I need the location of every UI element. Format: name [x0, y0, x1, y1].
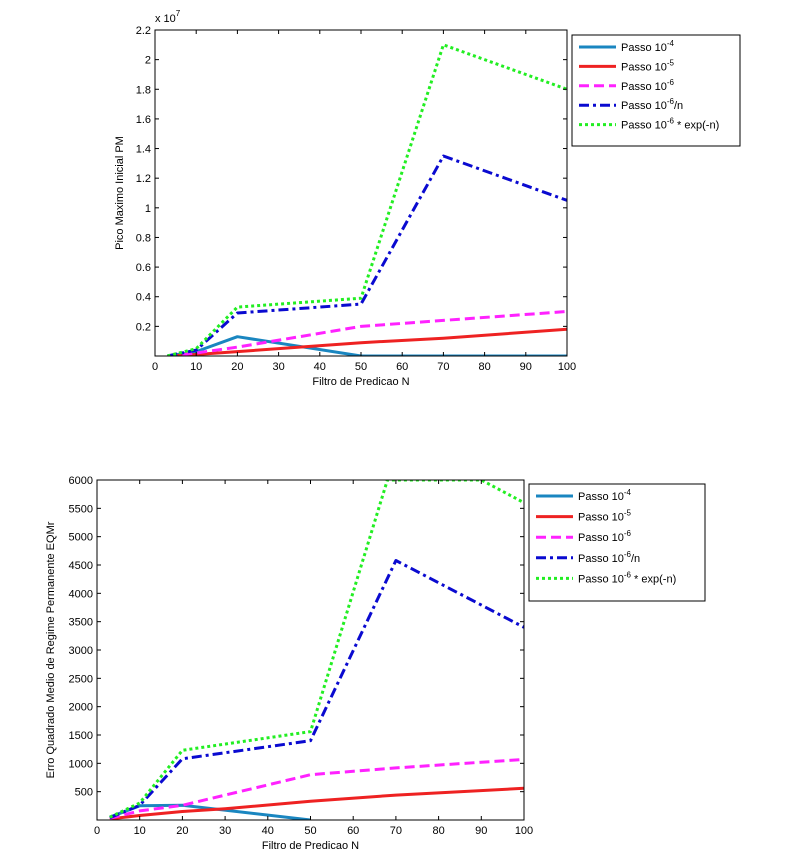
- y-tick-label: 0.2: [136, 321, 151, 333]
- series-group: [167, 43, 567, 356]
- y-tick-label: 5000: [69, 532, 93, 544]
- y-tick-label: 2500: [69, 673, 93, 685]
- series-group: [109, 480, 524, 820]
- y-tick-label: 1.6: [136, 114, 151, 126]
- y-tick-label: 1500: [69, 730, 93, 742]
- series-line-2: [167, 327, 567, 356]
- x-tick-label: 50: [355, 361, 367, 373]
- legend-box: [528, 483, 706, 602]
- chart-1: 0 10 20 30 40 50 60 70 80 90 100 0.2 0.4 0.6 0.8 1 1.2 1.…: [114, 9, 741, 388]
- x-tick-label: 40: [314, 361, 326, 373]
- x-tick-label: 0: [152, 361, 158, 373]
- series-line-3: [109, 757, 524, 820]
- x-tick-label: 50: [304, 825, 316, 837]
- legend-label-5: Passo 10-6 * exp(-n): [621, 117, 719, 132]
- x-tick-label: 70: [390, 825, 402, 837]
- series-line-2: [109, 786, 524, 820]
- plot-frame: [154, 29, 568, 357]
- legend: Passo 10-4 Passo 10-5 Passo 10-6 Passo 10-6…: [571, 34, 741, 147]
- x-tick-label: 100: [558, 361, 576, 373]
- y-tick-label: 3500: [69, 617, 93, 629]
- x-tick-label: 90: [520, 361, 532, 373]
- x-tick-label: 0: [94, 825, 100, 837]
- series-line-5: [109, 480, 524, 819]
- y-tick-label: 1: [145, 203, 151, 215]
- legend-label-3: Passo 10-6: [621, 78, 675, 93]
- x-tick-label: 30: [272, 361, 284, 373]
- y-tick-label: 500: [75, 787, 93, 799]
- x-tick-label: 80: [432, 825, 444, 837]
- x-tick-label: 90: [475, 825, 487, 837]
- y-tick-label: 1.4: [136, 144, 151, 156]
- x-tick-label: 10: [190, 361, 202, 373]
- x-tick-label: 60: [396, 361, 408, 373]
- y-tick-label: 6000: [69, 475, 93, 487]
- y-tick-label: 0.4: [136, 292, 151, 304]
- y-exponent-label: x 107: [155, 9, 181, 25]
- x-tick-label: 80: [478, 361, 490, 373]
- y-tick-label: 1.8: [136, 84, 151, 96]
- legend: Passo 10-4 Passo 10-5 Passo 10-6 Passo 10-6…: [528, 483, 706, 602]
- x-tick-label: 20: [176, 825, 188, 837]
- x-tick-label: 60: [347, 825, 359, 837]
- y-tick-label: 3000: [69, 645, 93, 657]
- y-tick-label: 5500: [69, 503, 93, 515]
- legend-label-3: Passo 10-6: [578, 529, 632, 544]
- x-tick-label: 20: [231, 361, 243, 373]
- y-tick-label: 2.2: [136, 25, 151, 37]
- legend-label-4: Passo 10-6/n: [578, 550, 640, 565]
- legend-label-1: Passo 10-4: [578, 488, 632, 503]
- y-tick-label: 4500: [69, 560, 93, 572]
- y-axis-label: Pico Maximo Inicial PM: [114, 136, 126, 250]
- legend-label-5: Passo 10-6 * exp(-n): [578, 570, 676, 585]
- plot-frame: [96, 479, 525, 821]
- legend-label-2: Passo 10-5: [578, 509, 632, 524]
- x-tick-label: 100: [515, 825, 533, 837]
- legend-label-4: Passo 10-6/n: [621, 97, 683, 112]
- legend-label-2: Passo 10-5: [621, 58, 675, 73]
- x-tick-label: 40: [262, 825, 274, 837]
- legend-box: [571, 34, 741, 147]
- chart-2: 0 10 20 30 40 50 60 70 80 90 100 500 1000 1500 2000 250…: [45, 475, 706, 852]
- y-tick-label: 2: [145, 55, 151, 67]
- y-tick-label: 1000: [69, 758, 93, 770]
- y-tick-label: 1.2: [136, 173, 151, 185]
- series-line-3: [167, 310, 567, 356]
- y-tick-label: 4000: [69, 588, 93, 600]
- legend-label-1: Passo 10-4: [621, 39, 675, 54]
- y-tick-label: 0.8: [136, 232, 151, 244]
- x-tick-label: 30: [219, 825, 231, 837]
- x-tick-label: 70: [437, 361, 449, 373]
- y-tick-label: 2000: [69, 702, 93, 714]
- x-axis-label: Filtro de Predicao N: [262, 840, 359, 852]
- series-line-4: [109, 559, 524, 820]
- series-line-5: [167, 43, 567, 356]
- x-axis-label: Filtro de Predicao N: [312, 376, 409, 388]
- y-axis-label: Erro Quadrado Medio de Regime Permanente…: [45, 521, 57, 778]
- x-tick-label: 10: [134, 825, 146, 837]
- y-tick-label: 0.6: [136, 262, 151, 274]
